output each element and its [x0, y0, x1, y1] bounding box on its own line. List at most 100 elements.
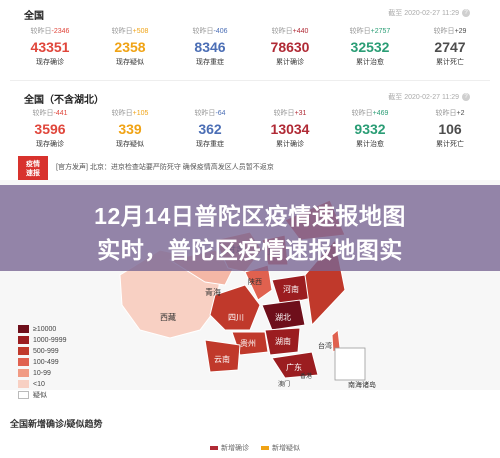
- notice-text[interactable]: [官方发声] 北京：进京检查站要严防死守 确保疫情高发区人员暂不返京: [56, 164, 274, 171]
- region-guangdong: [271, 351, 319, 379]
- stat-delta: 较昨日-441: [32, 110, 68, 117]
- label-yunnan: 云南: [214, 354, 230, 364]
- stat-value: 3596: [34, 121, 66, 137]
- legend-item[interactable]: 10-99: [18, 368, 66, 378]
- suspected-swatch: [260, 446, 269, 451]
- stat-delta: 较昨日+31: [273, 110, 307, 117]
- stat-card: 较昨日+469 9332 累计治愈: [330, 104, 410, 162]
- stat-value: 339: [118, 121, 142, 137]
- stat-delta: 较昨日-406: [192, 28, 228, 35]
- label-hubei: 湖北: [275, 313, 291, 322]
- stat-card: 较昨日+31 13034 累计确诊: [250, 104, 330, 162]
- region-hubei: [261, 299, 306, 331]
- legend-item[interactable]: 疑似: [18, 390, 66, 400]
- legend-swatch: [18, 391, 29, 399]
- label-henan: 河南: [283, 284, 299, 294]
- stat-label: 累计确诊: [276, 141, 304, 148]
- stat-label: 累计死亡: [436, 141, 464, 148]
- stat-card: 较昨日+440 78630 累计确诊: [250, 22, 330, 80]
- stat-value: 362: [198, 121, 222, 137]
- legend-swatch: [18, 325, 29, 333]
- stat-delta: 较昨日+105: [111, 110, 149, 117]
- label-xizang: 西藏: [160, 312, 176, 322]
- legend-label: 10-99: [33, 369, 51, 377]
- label-nanhai: 南海诸岛: [348, 380, 376, 389]
- legend-item[interactable]: 1000-9999: [18, 335, 66, 345]
- label-qinghai: 青海: [205, 287, 221, 297]
- stat-card: 较昨日+508 2358 现存疑似: [90, 22, 170, 80]
- confirmed-label[interactable]: 新增确诊: [221, 445, 250, 452]
- stat-value: 2358: [114, 39, 146, 55]
- stat-delta: 较昨日+2757: [349, 28, 391, 35]
- stat-label: 累计治愈: [356, 141, 384, 148]
- stat-value: 9332: [354, 121, 386, 137]
- legend-swatch: [18, 347, 29, 355]
- stat-value: 43351: [30, 39, 70, 55]
- legend-label: 1000-9999: [33, 336, 67, 344]
- confirmed-swatch: [210, 446, 219, 451]
- stat-label: 累计治愈: [356, 59, 384, 66]
- divider: [10, 80, 490, 81]
- stat-label: 现存疑似: [116, 59, 144, 66]
- map-legend: ≥10000 1000-9999 500-999 100-499 10-99 <10 疑似: [18, 324, 66, 401]
- excl-hubei-timestamp: 截至 2020-02-27 11:29?: [388, 92, 470, 102]
- trend-legend: 新增确诊 新增疑似: [0, 443, 500, 453]
- stat-value: 8346: [194, 39, 226, 55]
- legend-item[interactable]: 500-999: [18, 346, 66, 356]
- stat-card: 较昨日+2 106 累计死亡: [410, 104, 490, 162]
- stat-value: 2747: [434, 39, 466, 55]
- stat-label: 现存确诊: [36, 141, 64, 148]
- banner-line-2: 实时，普陀区疫情速报地图实: [97, 237, 403, 263]
- stat-card: 较昨日-406 8346 现存重症: [170, 22, 250, 80]
- stat-label: 现存重症: [196, 141, 224, 148]
- news-logo: 疫情 速报: [18, 156, 48, 182]
- national-header: 全国 截至 2020-02-27 11:29?: [0, 0, 500, 26]
- excl-hubei-title: 全国（不含湖北）: [24, 95, 104, 106]
- label-shaanxi: 陕西: [248, 277, 262, 286]
- legend-item[interactable]: 100-499: [18, 357, 66, 367]
- stat-delta: 较昨日-2346: [30, 28, 70, 35]
- stat-delta: 较昨日-64: [194, 110, 226, 117]
- stat-label: 现存疑似: [116, 141, 144, 148]
- stat-delta: 较昨日+469: [351, 110, 389, 117]
- stat-delta: 较昨日+508: [111, 28, 149, 35]
- stat-label: 累计死亡: [436, 59, 464, 66]
- title-banner: 12月14日普陀区疫情速报地图 实时，普陀区疫情速报地图实: [0, 185, 500, 271]
- stat-value: 78630: [270, 39, 310, 55]
- national-title: 全国: [24, 11, 44, 22]
- national-timestamp: 截至 2020-02-27 11:29?: [388, 8, 470, 18]
- stat-value: 106: [438, 121, 462, 137]
- label-taiwan: 台湾: [318, 341, 332, 350]
- help-icon[interactable]: ?: [462, 9, 470, 18]
- stat-card: 较昨日-64 362 现存重症: [170, 104, 250, 162]
- legend-item[interactable]: ≥10000: [18, 324, 66, 334]
- national-stats: 较昨日-2346 43351 现存确诊 较昨日+508 2358 现存疑似 较昨日-406 8…: [10, 22, 490, 80]
- region-yunnan: [204, 339, 241, 373]
- stat-card: 较昨日+29 2747 累计死亡: [410, 22, 490, 80]
- stat-label: 现存重症: [196, 59, 224, 66]
- label-hongkong: 香港: [300, 372, 312, 380]
- stat-delta: 较昨日+29: [433, 28, 467, 35]
- stat-value: 32532: [350, 39, 390, 55]
- stat-label: 现存确诊: [36, 59, 64, 66]
- stat-delta: 较昨日+2: [435, 110, 465, 117]
- stat-card: 较昨日+2757 32532 累计治愈: [330, 22, 410, 80]
- label-guizhou: 贵州: [240, 338, 256, 348]
- help-icon[interactable]: ?: [462, 93, 470, 102]
- suspected-label[interactable]: 新增疑似: [271, 445, 300, 452]
- notice-bar[interactable]: 疫情 速报 [官方发声] 北京：进京检查站要严防死守 确保疫情高发区人员暂不返京: [18, 156, 488, 182]
- stat-delta: 较昨日+440: [271, 28, 309, 35]
- legend-label: 100-499: [33, 358, 59, 366]
- legend-swatch: [18, 358, 29, 366]
- excl-hubei-header: 全国（不含湖北） 截至 2020-02-27 11:29?: [0, 84, 500, 110]
- excl-hubei-stats: 较昨日-441 3596 现存确诊 较昨日+105 339 现存疑似 较昨日-64 362 现存…: [10, 104, 490, 162]
- trend-title: 全国新增确诊/疑似趋势: [10, 419, 103, 429]
- legend-item[interactable]: <10: [18, 379, 66, 389]
- region-hunan: [264, 327, 301, 356]
- label-hunan: 湖南: [275, 336, 291, 346]
- label-guangdong: 广东: [286, 362, 302, 372]
- region-sichuan: [209, 284, 261, 331]
- nanhai-inset: [334, 347, 366, 381]
- stat-label: 累计确诊: [276, 59, 304, 66]
- legend-label: 疑似: [33, 392, 47, 399]
